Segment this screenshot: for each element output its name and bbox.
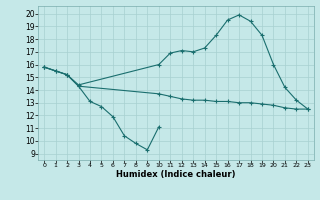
X-axis label: Humidex (Indice chaleur): Humidex (Indice chaleur): [116, 170, 236, 179]
